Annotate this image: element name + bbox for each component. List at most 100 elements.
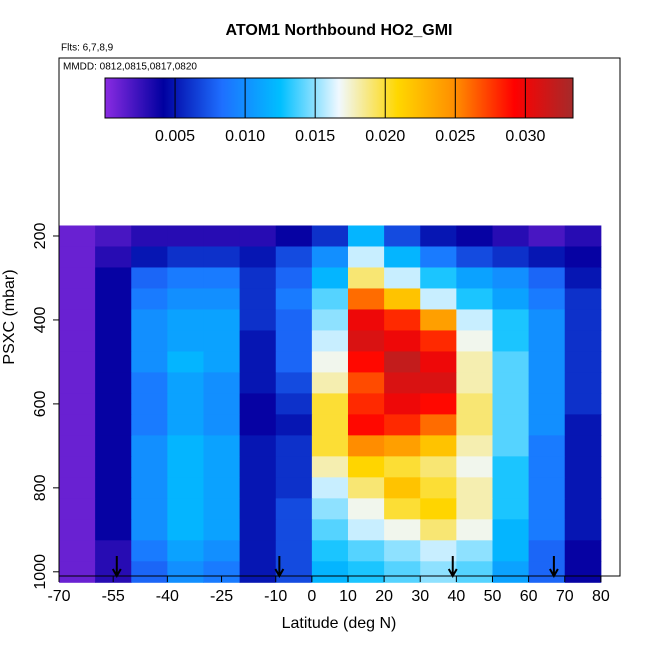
heat-cell — [456, 435, 493, 457]
heat-cell — [347, 267, 385, 289]
heat-cell — [420, 246, 457, 268]
heat-cell — [203, 393, 241, 415]
heat-cell — [131, 435, 168, 457]
heat-cell — [347, 435, 385, 457]
heat-cell — [59, 246, 96, 268]
heat-cell — [59, 372, 96, 394]
heat-cell — [239, 330, 277, 352]
heat-cell — [239, 498, 277, 520]
heat-cell — [239, 372, 277, 394]
y-tick-label: 600 — [32, 390, 49, 417]
heat-cell — [384, 288, 421, 310]
heat-cell — [564, 414, 602, 436]
heat-cell — [275, 435, 313, 457]
y-tick-label: 1000 — [32, 554, 49, 590]
heat-cell — [203, 267, 241, 289]
heat-cell — [167, 267, 204, 289]
heat-cell — [564, 561, 602, 583]
x-tick-label: 60 — [520, 588, 538, 605]
heat-cell — [564, 351, 602, 373]
y-tick-label: 400 — [32, 306, 49, 333]
heat-cell — [203, 498, 241, 520]
heat-cell — [528, 477, 566, 499]
heat-cell — [311, 309, 349, 331]
heat-cell — [239, 351, 277, 373]
heat-cell — [95, 267, 132, 289]
heat-cell — [275, 414, 313, 436]
heat-cell — [420, 267, 457, 289]
heat-cell — [239, 309, 277, 331]
x-tick-label: 20 — [375, 588, 393, 605]
heat-cell — [203, 519, 241, 541]
chart-title: ATOM1 Northbound HO2_GMI — [226, 22, 453, 39]
heat-cell — [167, 330, 204, 352]
heat-cell — [95, 540, 132, 562]
heat-cell — [564, 330, 602, 352]
heat-cell — [203, 435, 241, 457]
heat-cell — [492, 498, 530, 520]
heat-cell — [456, 267, 493, 289]
heat-cell — [131, 330, 168, 352]
colorbar-tick-label: 0.025 — [435, 128, 475, 145]
heat-cell — [59, 309, 96, 331]
heat-cell — [131, 246, 168, 268]
heat-cell — [528, 540, 566, 562]
heat-cell — [420, 435, 457, 457]
heat-cell — [311, 435, 349, 457]
x-tick-label: 70 — [556, 588, 574, 605]
heat-cell — [59, 414, 96, 436]
heat-cell — [492, 519, 530, 541]
heat-cell — [347, 456, 385, 478]
heat-cell — [59, 393, 96, 415]
heat-cell — [528, 309, 566, 331]
heat-cell — [528, 267, 566, 289]
heat-cell — [384, 540, 421, 562]
heat-cell — [167, 225, 204, 247]
colorbar-tick-label: 0.020 — [365, 128, 405, 145]
heat-cell — [456, 309, 493, 331]
heat-cell — [347, 393, 385, 415]
heat-cell — [167, 519, 204, 541]
heat-cell — [203, 540, 241, 562]
heat-cell — [239, 519, 277, 541]
heat-cell — [59, 267, 96, 289]
heat-cell — [203, 561, 241, 583]
heat-cell — [564, 393, 602, 415]
heat-cell — [384, 498, 421, 520]
heat-cell — [492, 288, 530, 310]
heat-cell — [59, 540, 96, 562]
heat-cell — [528, 435, 566, 457]
plot-frame — [58, 57, 621, 577]
heat-cell — [203, 246, 241, 268]
heat-cell — [456, 372, 493, 394]
heat-cell — [311, 267, 349, 289]
heat-cell — [420, 519, 457, 541]
heat-cell — [203, 372, 241, 394]
heat-cell — [131, 351, 168, 373]
heat-cell — [528, 351, 566, 373]
heat-cell — [131, 267, 168, 289]
heat-cell — [456, 519, 493, 541]
heat-cell — [131, 288, 168, 310]
heat-cell — [131, 561, 168, 583]
heat-cell — [347, 225, 385, 247]
heat-cell — [59, 330, 96, 352]
x-tick-label: 40 — [447, 588, 465, 605]
heat-cell — [347, 288, 385, 310]
heat-cell — [239, 435, 277, 457]
heat-cell — [528, 330, 566, 352]
heat-cell — [564, 519, 602, 541]
heat-cell — [95, 477, 132, 499]
heat-cell — [384, 246, 421, 268]
heat-cell — [384, 435, 421, 457]
heat-cell — [384, 225, 421, 247]
heat-cell — [95, 246, 132, 268]
heat-cell — [492, 393, 530, 415]
subtitle: Flts: 6,7,8,9 — [61, 43, 114, 54]
annotation: MMDD: 0812,0815,0817,0820 — [63, 62, 197, 73]
heat-cell — [95, 435, 132, 457]
heat-cell — [347, 477, 385, 499]
heat-cell — [528, 456, 566, 478]
x-tick-label: -70 — [47, 588, 70, 605]
